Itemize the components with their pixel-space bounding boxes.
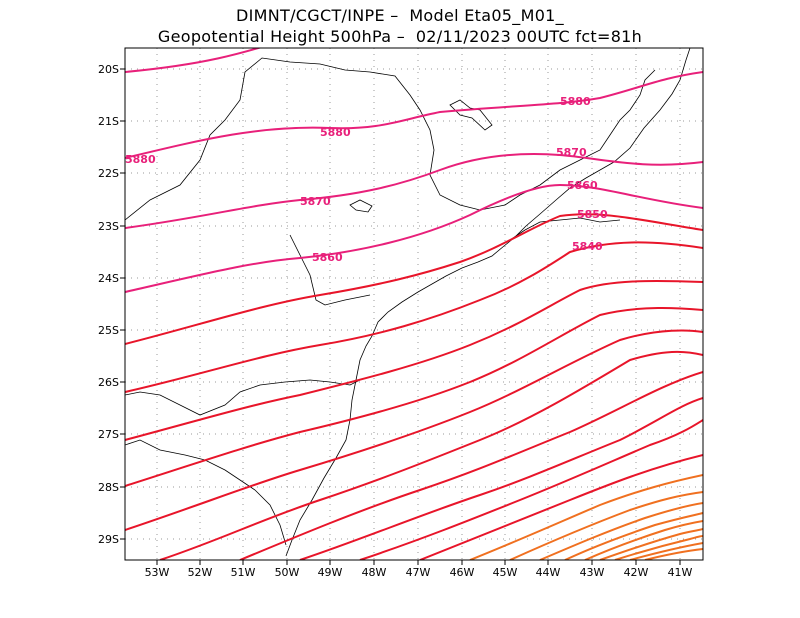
contour-line: [564, 512, 703, 560]
contour-label: 5870: [300, 195, 331, 208]
map-frame: [124, 47, 704, 561]
contour-label: 5850: [577, 208, 608, 221]
contour-label: 5860: [312, 251, 343, 264]
contour-line: [125, 213, 703, 345]
contour-line: [469, 474, 703, 560]
state-border-north: [125, 57, 656, 221]
contour-line: [419, 454, 703, 560]
contour-line: [629, 542, 703, 560]
contour-line: [125, 152, 703, 229]
lon-tick-label: 45W: [493, 566, 518, 579]
contour-label: 5880: [560, 95, 591, 108]
contour-line: [614, 535, 703, 560]
contour-line: [159, 350, 703, 560]
contour-line: [599, 528, 703, 560]
state-border-south: [125, 379, 361, 416]
lon-tick-label: 46W: [450, 566, 475, 579]
lake-feature: [449, 99, 493, 131]
lake-feature-2: [349, 199, 373, 213]
map-grid: [125, 48, 703, 560]
height-contours: [125, 48, 703, 560]
lat-tick-label: 20S: [98, 63, 119, 76]
lon-tick-label: 49W: [318, 566, 343, 579]
lon-tick-label: 47W: [406, 566, 431, 579]
contour-line: [239, 371, 703, 560]
lon-tick-label: 53W: [145, 566, 170, 579]
contour-line: [584, 520, 703, 560]
contour-line: [125, 306, 703, 487]
map-subtitle: Geopotential Height 500hPa – 02/11/2023 …: [157, 27, 643, 46]
contour-line: [644, 548, 703, 560]
coastline: [285, 48, 691, 557]
lon-tick-label: 48W: [362, 566, 387, 579]
contour-label: 5880: [125, 153, 156, 166]
contour-label: 5840: [572, 240, 603, 253]
lon-tick-label: 41W: [668, 566, 693, 579]
lat-tick-label: 29S: [98, 533, 119, 546]
contour-line: [125, 48, 263, 73]
contour-line: [125, 183, 703, 293]
lon-tick-label: 44W: [536, 566, 561, 579]
lon-tick-label: 50W: [275, 566, 300, 579]
contour-label: 5860: [567, 179, 598, 192]
coastline-borders: [125, 48, 691, 557]
lat-tick-label: 22S: [98, 167, 119, 180]
contour-line: [299, 397, 703, 560]
contour-line: [359, 419, 703, 560]
lat-tick-label: 28S: [98, 481, 119, 494]
map-title: DIMNT/CGCT/INPE – Model Eta05_M01_: [236, 6, 564, 25]
lon-tick-label: 42W: [624, 566, 649, 579]
state-border-rj: [509, 217, 621, 241]
lat-tick-label: 23S: [98, 220, 119, 233]
contour-line: [125, 329, 703, 531]
contour-label: 5880: [320, 126, 351, 139]
contour-label: 5870: [556, 146, 587, 159]
state-border-sw: [125, 439, 287, 546]
lon-tick-label: 43W: [580, 566, 605, 579]
contour-line: [539, 502, 703, 560]
lat-tick-label: 25S: [98, 324, 119, 337]
lon-tick-label: 51W: [231, 566, 256, 579]
contour-line: [125, 71, 703, 159]
lon-tick-label: 52W: [188, 566, 213, 579]
lat-tick-label: 24S: [98, 272, 119, 285]
contour-line: [125, 241, 703, 393]
state-border-sp: [289, 234, 371, 306]
contour-line: [125, 279, 703, 441]
lat-tick-label: 27S: [98, 428, 119, 441]
lat-tick-label: 21S: [98, 115, 119, 128]
contour-line: [509, 491, 703, 560]
lat-tick-label: 26S: [98, 376, 119, 389]
